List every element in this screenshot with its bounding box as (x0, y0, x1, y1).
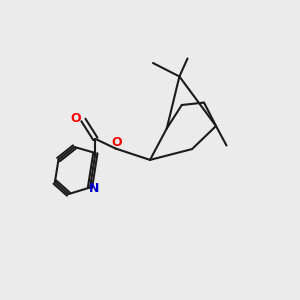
Text: N: N (88, 182, 99, 196)
Text: O: O (70, 112, 81, 125)
Text: O: O (111, 136, 122, 149)
